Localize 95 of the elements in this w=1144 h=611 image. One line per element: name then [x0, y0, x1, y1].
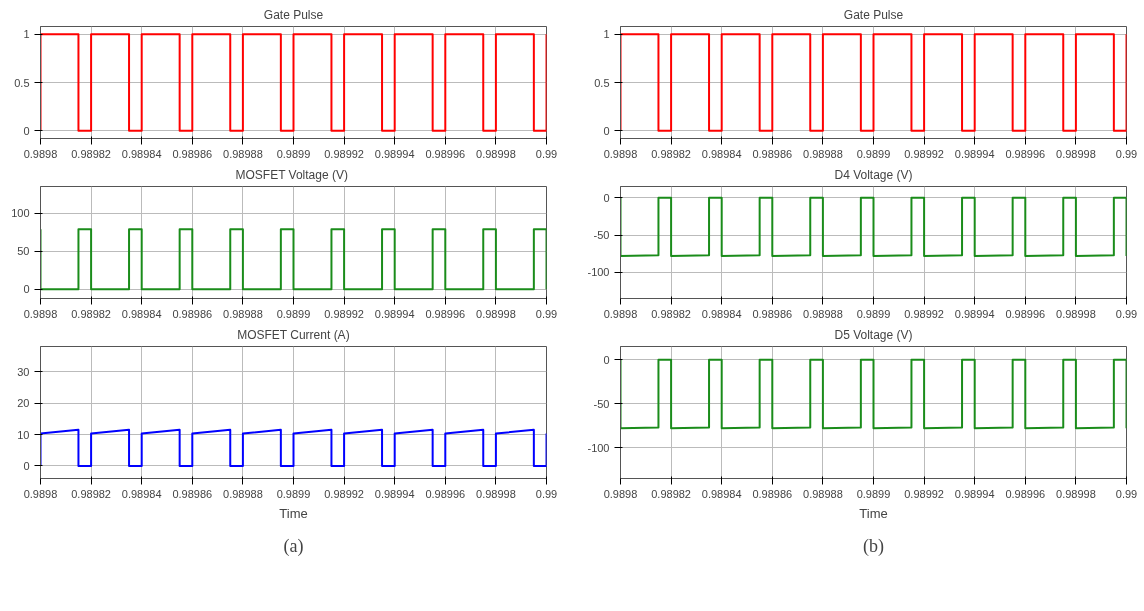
x-tick-label: 0.9899: [856, 147, 891, 160]
x-tick-label: 0.9899: [276, 147, 311, 160]
x-tick-label: 0.98984: [701, 147, 742, 160]
y-tick-label: -100: [587, 441, 610, 454]
x-tick-label: 0.9898: [23, 307, 58, 320]
y-tick-label: 0: [603, 191, 610, 204]
x-tick-label: 0.98984: [121, 487, 162, 500]
x-tick-label: 0.98984: [121, 147, 162, 160]
x-tick-label: 0.9898: [603, 147, 638, 160]
x-tick-label: 0.98986: [752, 487, 793, 500]
x-tick-label: 0.98988: [223, 487, 263, 500]
x-tick-label: 0.9899: [856, 487, 891, 500]
x-tick-label: 0.98994: [374, 487, 415, 500]
x-tick-label: 0.98996: [1005, 487, 1046, 500]
x-tick-label: 0.98984: [701, 307, 742, 320]
text: (a): [283, 535, 304, 557]
y-tick-label: 1: [603, 28, 610, 41]
x-tick-label: 0.99: [1115, 147, 1138, 160]
x-tick-label: 0.98988: [803, 487, 843, 500]
x-tick-label: 0.98996: [425, 307, 466, 320]
x-tick-label: 0.98982: [651, 487, 691, 500]
x-tick-label: 0.98992: [324, 487, 364, 500]
x-tick-label: 0.9898: [23, 487, 58, 500]
y-tick-label: -50: [593, 397, 610, 410]
x-tick-label: 0.9899: [276, 487, 311, 500]
y-tick-label: 30: [17, 365, 30, 378]
x-tick-label: 0.98988: [223, 147, 263, 160]
x-axis-title: Time: [279, 505, 308, 521]
x-tick-label: 0.98996: [1005, 147, 1046, 160]
y-tick-label: 0: [23, 459, 30, 472]
x-tick-label: 0.98996: [425, 487, 466, 500]
text: (b): [863, 535, 885, 557]
x-tick-label: 0.98992: [324, 307, 364, 320]
x-tick-label: 0.98982: [651, 147, 691, 160]
x-tick-label: 0.98984: [121, 307, 162, 320]
x-tick-label: 0.98994: [954, 147, 995, 160]
y-tick-label: 0.5: [594, 76, 610, 89]
x-tick-label: 0.98984: [701, 487, 742, 500]
x-tick-label: 0.9899: [856, 307, 891, 320]
x-tick-label: 0.98988: [803, 147, 843, 160]
chart-title: D4 Voltage (V): [834, 167, 913, 182]
x-tick-label: 0.9898: [23, 147, 58, 160]
y-tick-label: 0: [603, 353, 610, 366]
x-tick-label: 0.98994: [374, 307, 415, 320]
x-tick-label: 0.98988: [803, 307, 843, 320]
x-tick-label: 0.98986: [172, 307, 213, 320]
y-tick-label: -100: [587, 266, 610, 279]
x-tick-label: 0.98986: [752, 147, 793, 160]
x-tick-label: 0.98996: [1005, 307, 1046, 320]
x-tick-label: 0.98994: [374, 147, 415, 160]
x-tick-label: 0.98994: [954, 307, 995, 320]
x-tick-label: 0.9898: [603, 307, 638, 320]
x-tick-label: 0.99: [535, 307, 558, 320]
x-tick-label: 0.98982: [71, 147, 111, 160]
x-tick-label: 0.98992: [904, 487, 944, 500]
x-tick-label: 0.99: [1115, 307, 1138, 320]
x-tick-label: 0.99: [535, 147, 558, 160]
chart-title: MOSFET Voltage (V): [235, 167, 348, 182]
x-tick-label: 0.99: [535, 487, 558, 500]
x-axis-title: Time: [859, 505, 888, 521]
x-tick-label: 0.98988: [223, 307, 263, 320]
x-tick-label: 0.98992: [904, 307, 944, 320]
x-tick-label: 0.9899: [276, 307, 311, 320]
chart-title: D5 Voltage (V): [834, 327, 913, 342]
x-tick-label: 0.98998: [1056, 307, 1096, 320]
x-tick-label: 0.98996: [425, 147, 466, 160]
x-tick-label: 0.98998: [1056, 487, 1096, 500]
x-tick-label: 0.98992: [324, 147, 364, 160]
y-tick-label: -50: [593, 229, 610, 242]
chart-title: Gate Pulse: [843, 7, 904, 22]
x-tick-label: 0.98998: [476, 307, 516, 320]
x-tick-label: 0.98994: [954, 487, 995, 500]
y-tick-label: 0.5: [14, 76, 30, 89]
x-tick-label: 0.98986: [752, 307, 793, 320]
y-tick-label: 10: [17, 428, 30, 441]
y-tick-label: 0: [23, 283, 30, 296]
y-tick-label: 0: [603, 124, 610, 137]
chart-title: Gate Pulse: [263, 7, 324, 22]
x-tick-label: 0.98982: [651, 307, 691, 320]
y-tick-label: 50: [17, 245, 30, 258]
y-tick-label: 1: [23, 28, 30, 41]
x-tick-label: 0.98982: [71, 487, 111, 500]
y-tick-label: 0: [23, 124, 30, 137]
x-tick-label: 0.98998: [476, 147, 516, 160]
x-tick-label: 0.99: [1115, 487, 1138, 500]
y-tick-label: 20: [17, 397, 30, 410]
x-tick-label: 0.98992: [904, 147, 944, 160]
x-tick-label: 0.98986: [172, 147, 213, 160]
chart-title: MOSFET Current (A): [237, 327, 350, 342]
x-tick-label: 0.98998: [1056, 147, 1096, 160]
x-tick-label: 0.98982: [71, 307, 111, 320]
y-tick-label: 100: [11, 207, 30, 220]
x-tick-label: 0.9898: [603, 487, 638, 500]
x-tick-label: 0.98986: [172, 487, 213, 500]
x-tick-label: 0.98998: [476, 487, 516, 500]
